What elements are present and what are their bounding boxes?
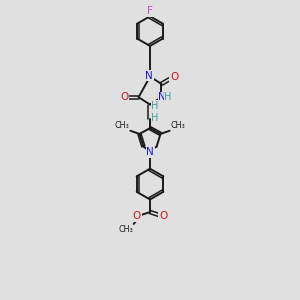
Text: O: O xyxy=(170,72,178,82)
Text: CH₃: CH₃ xyxy=(170,121,185,130)
Text: O: O xyxy=(120,92,128,102)
Text: O: O xyxy=(159,211,167,221)
Text: N: N xyxy=(146,147,154,157)
Text: O: O xyxy=(133,211,141,221)
Text: N: N xyxy=(158,92,166,102)
Text: H: H xyxy=(151,101,159,111)
Text: CH₃: CH₃ xyxy=(115,121,130,130)
Text: H: H xyxy=(151,113,159,123)
Text: H: H xyxy=(164,92,172,102)
Text: CH₃: CH₃ xyxy=(118,225,133,234)
Text: N: N xyxy=(145,71,153,81)
Text: F: F xyxy=(147,6,153,16)
